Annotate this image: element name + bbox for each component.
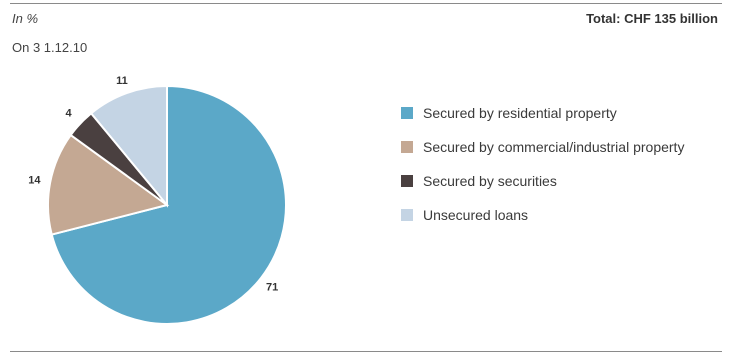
legend-swatch-commercial bbox=[401, 141, 413, 153]
legend: Secured by residential property Secured … bbox=[401, 96, 684, 232]
unit-label: In % bbox=[12, 11, 39, 26]
legend-item-unsecured: Unsecured loans bbox=[401, 198, 684, 232]
date-label: On 3 1.12.10 bbox=[12, 40, 88, 55]
total-label: Total: CHF 135 billion bbox=[586, 11, 718, 26]
pie-slice-residential bbox=[50, 84, 287, 325]
data-label-commercial: 14 bbox=[28, 175, 41, 187]
legend-swatch-unsecured bbox=[401, 209, 413, 221]
legend-label-securities: Secured by securities bbox=[423, 173, 557, 189]
data-label-securities: 4 bbox=[66, 108, 73, 120]
data-label-unsecured: 11 bbox=[116, 75, 128, 87]
legend-label-unsecured: Unsecured loans bbox=[423, 207, 529, 223]
data-label-residential: 71 bbox=[266, 282, 278, 294]
legend-swatch-securities bbox=[401, 175, 413, 187]
legend-item-securities: Secured by securities bbox=[401, 164, 684, 198]
legend-item-commercial: Secured by commercial/industrial propert… bbox=[401, 130, 684, 164]
pie-slice-unsecured bbox=[89, 84, 168, 208]
legend-item-residential: Secured by residential property bbox=[401, 96, 684, 130]
legend-label-commercial: Secured by commercial/industrial propert… bbox=[423, 139, 685, 155]
top-rule bbox=[10, 3, 722, 4]
legend-swatch-residential bbox=[401, 107, 413, 119]
pie-slice-commercial bbox=[47, 133, 170, 236]
bottom-rule bbox=[10, 351, 722, 352]
legend-label-residential: Secured by residential property bbox=[423, 105, 617, 121]
